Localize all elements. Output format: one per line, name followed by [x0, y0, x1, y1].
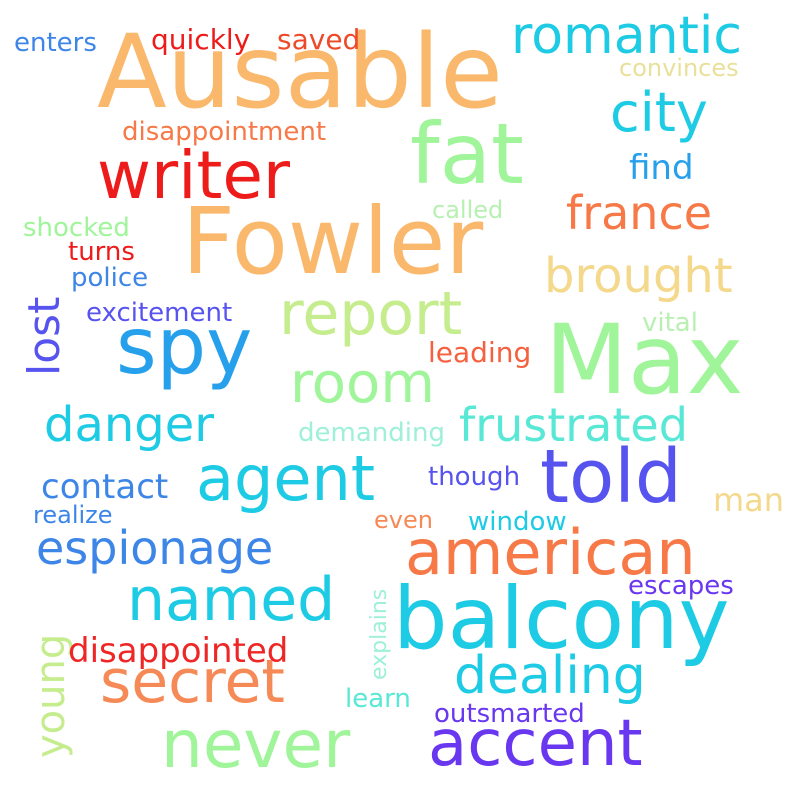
word-outsmarted: outsmarted — [434, 699, 585, 729]
word-contact: contact — [41, 467, 169, 507]
word-turns: turns — [68, 237, 135, 267]
word-report: report — [279, 279, 463, 349]
word-explains: explains — [367, 588, 392, 680]
word-named: named — [127, 565, 336, 635]
word-never: never — [161, 706, 351, 783]
word-agent: agent — [196, 442, 376, 515]
word-max: Max — [545, 304, 744, 416]
word-saved: saved — [277, 23, 361, 56]
word-escapes: escapes — [628, 571, 734, 601]
word-balcony: balcony — [393, 569, 730, 669]
word-disappointed: disappointed — [68, 631, 289, 671]
word-danger: danger — [44, 397, 215, 453]
word-american: american — [405, 516, 696, 589]
word-lost: lost — [19, 296, 70, 376]
word-convinces: convinces — [619, 54, 739, 82]
word-told: told — [540, 434, 682, 520]
word-man: man — [713, 481, 785, 519]
word-find: find — [629, 148, 694, 188]
word-fat: fat — [410, 105, 524, 203]
word-fowler: Fowler — [182, 188, 484, 295]
word-enters: enters — [14, 28, 97, 58]
word-room: room — [290, 351, 435, 416]
word-espionage: espionage — [36, 521, 274, 575]
word-quickly: quickly — [151, 23, 251, 56]
word-police: police — [71, 263, 149, 293]
word-window: window — [468, 507, 567, 537]
word-frustrated: frustrated — [459, 398, 688, 452]
word-france: france — [566, 186, 713, 240]
word-secret: secret — [100, 647, 285, 717]
word-though: though — [428, 462, 521, 492]
word-romantic: romantic — [511, 6, 742, 66]
word-vital: vital — [642, 308, 698, 338]
word-excitement: excitement — [86, 298, 233, 328]
word-realize: realize — [33, 501, 113, 529]
word-young: young — [28, 633, 74, 758]
word-called: called — [432, 196, 504, 224]
word-ausable: Ausable — [97, 13, 503, 132]
word-even: even — [374, 506, 433, 534]
word-disappointment: disappointment — [122, 117, 327, 147]
word-demanding: demanding — [298, 418, 445, 448]
word-brought: brought — [544, 248, 733, 304]
word-shocked: shocked — [23, 213, 130, 243]
word-leading: leading — [428, 336, 532, 369]
word-dealing: dealing — [454, 646, 646, 706]
word-spy: spy — [116, 302, 253, 392]
word-city: city — [610, 81, 708, 144]
word-accent: accent — [428, 707, 643, 781]
word-learn: learn — [345, 684, 411, 714]
word-writer: writer — [97, 137, 291, 214]
